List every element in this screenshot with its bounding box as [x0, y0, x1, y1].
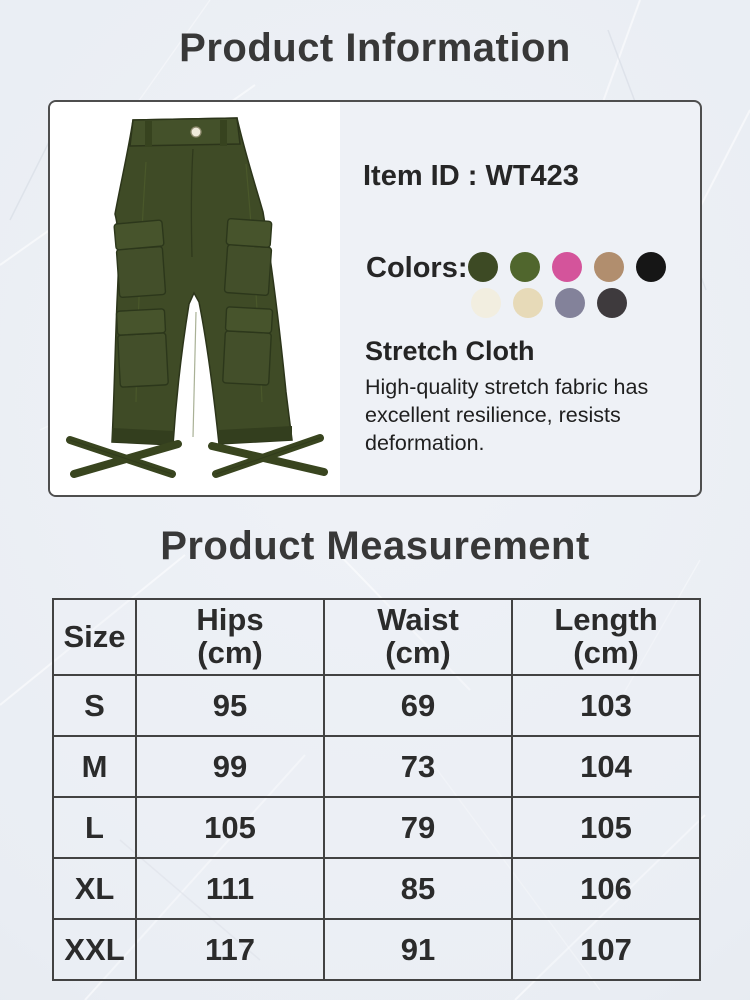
product-details: Item ID : WT423 Colors: Stretch Cloth Hi… [340, 102, 700, 495]
color-swatch [510, 252, 540, 282]
cell-size: XXL [52, 918, 137, 981]
color-swatch [555, 288, 585, 318]
cell-hips: 99 [135, 735, 325, 798]
column-header-length: Length (cm) [511, 598, 701, 676]
cell-waist: 69 [323, 674, 513, 737]
column-header-waist: Waist (cm) [323, 598, 513, 676]
left-lower-pocket [115, 308, 169, 388]
item-id-text: Item ID : WT423 [363, 160, 579, 192]
cell-hips: 111 [135, 857, 325, 920]
ankle-straps [66, 434, 328, 478]
color-swatch [597, 288, 627, 318]
page-title: Product Information [179, 26, 571, 70]
table-row-l: L 105 79 105 [52, 796, 701, 859]
table-row-s: S 95 69 103 [52, 674, 701, 737]
table-body: S 95 69 103 M 99 73 104 L 105 79 105 XL 111 85 106 XXL 11… [52, 674, 701, 981]
table-header-row: Size Hips (cm) Waist (cm) Length (cm) [52, 598, 701, 676]
color-swatch-row-1 [468, 252, 666, 282]
left-upper-pocket [113, 219, 167, 299]
color-swatch [471, 288, 501, 318]
cargo-pants-image [66, 117, 328, 478]
product-info-card: Item ID : WT423 Colors: Stretch Cloth Hi… [48, 100, 702, 497]
color-swatch [513, 288, 543, 318]
cell-waist: 73 [323, 735, 513, 798]
fabric-title: Stretch Cloth [365, 336, 535, 366]
column-header-size: Size [52, 598, 137, 676]
color-swatch [594, 252, 624, 282]
product-photo [50, 102, 340, 495]
cell-hips: 95 [135, 674, 325, 737]
column-header-hips: Hips (cm) [135, 598, 325, 676]
cell-length: 105 [511, 796, 701, 859]
cell-length: 106 [511, 857, 701, 920]
cell-hips: 105 [135, 796, 325, 859]
colors-label: Colors: [366, 252, 468, 284]
cell-waist: 79 [323, 796, 513, 859]
table-row-xxl: XXL 117 91 107 [52, 918, 701, 981]
cell-length: 104 [511, 735, 701, 798]
cell-size: L [52, 796, 137, 859]
cell-length: 107 [511, 918, 701, 981]
measurement-table: Size Hips (cm) Waist (cm) Length (cm) S 95 69 103… [52, 598, 701, 981]
cell-waist: 91 [323, 918, 513, 981]
cell-size: M [52, 735, 137, 798]
table-row-xl: XL 111 85 106 [52, 857, 701, 920]
table-row-m: M 99 73 104 [52, 735, 701, 798]
cell-hips: 117 [135, 918, 325, 981]
cell-size: S [52, 674, 137, 737]
cell-waist: 85 [323, 857, 513, 920]
fabric-description: High-quality stretch fabric has excellen… [365, 375, 649, 456]
right-upper-pocket [223, 217, 273, 296]
waist-button [190, 126, 202, 138]
color-swatch [552, 252, 582, 282]
color-swatch [636, 252, 666, 282]
color-swatch-row-2 [471, 288, 627, 318]
right-lower-pocket [222, 306, 274, 386]
cell-size: XL [52, 857, 137, 920]
measurement-title: Product Measurement [160, 524, 590, 568]
cell-length: 103 [511, 674, 701, 737]
color-swatch [468, 252, 498, 282]
